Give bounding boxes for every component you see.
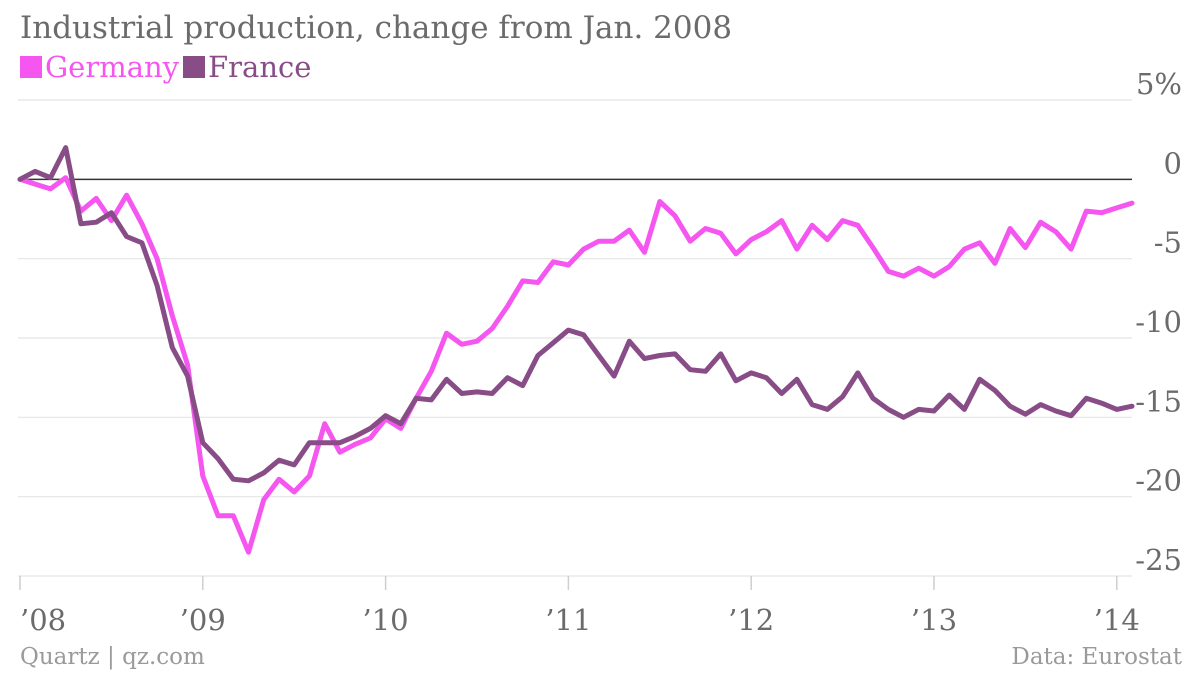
y-tick-label: -10: [1135, 305, 1182, 339]
y-tick-label: -20: [1135, 464, 1182, 498]
legend-france-label: France: [208, 50, 312, 84]
y-axis-ticks: 5% 0 -5 -10 -15 -20 -25: [1135, 67, 1182, 577]
x-tick-label: ’13: [911, 603, 957, 637]
y-tick-label: -25: [1135, 543, 1182, 577]
x-tick-label: ’09: [180, 603, 226, 637]
y-tick-label: -5: [1154, 226, 1182, 260]
series-lines: [17, 145, 1135, 555]
source-credit: Quartz | qz.com: [20, 644, 205, 670]
x-tick-label: ’14: [1094, 603, 1140, 637]
chart-title: Industrial production, change from Jan. …: [20, 10, 733, 46]
x-axis-ticks: ’08 ’09 ’10 ’11 ’12 ’13 ’14: [19, 576, 1140, 637]
series-line-germany: [17, 175, 1135, 555]
series-line-france: [17, 145, 1135, 484]
y-tick-label: -15: [1135, 384, 1182, 418]
y-tick-label: 0: [1164, 146, 1182, 180]
x-tick-label: ’11: [545, 603, 591, 637]
x-tick-label: ’12: [728, 603, 774, 637]
grid-lines: [18, 99, 1132, 577]
legend-germany: Germany: [20, 50, 179, 84]
y-tick-label: 5%: [1136, 67, 1182, 101]
legend: Germany France: [20, 50, 311, 84]
legend-france: France: [183, 50, 311, 84]
legend-france-swatch: [183, 56, 206, 78]
x-tick-label: ’08: [20, 603, 66, 637]
legend-germany-swatch: [20, 56, 42, 78]
x-tick-label: ’10: [363, 603, 409, 637]
legend-germany-label: Germany: [45, 50, 180, 84]
data-source: Data: Eurostat: [1011, 644, 1182, 670]
